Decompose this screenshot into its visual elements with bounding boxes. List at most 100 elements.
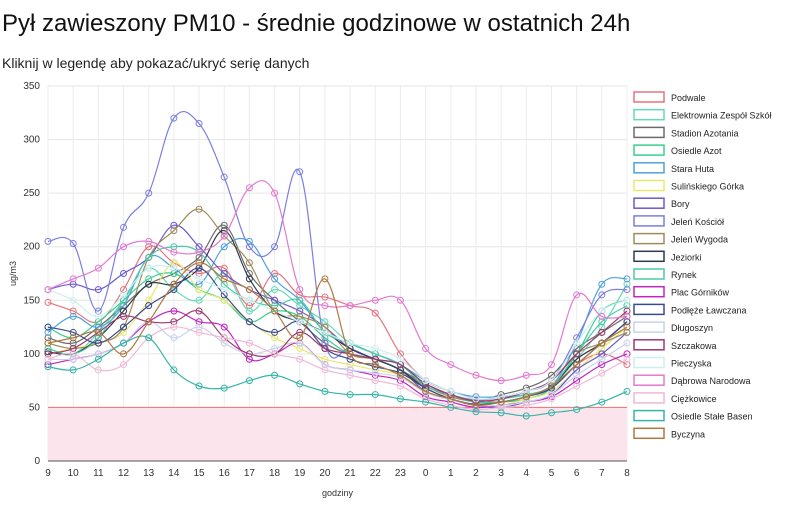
legend-item[interactable]: Jeleń Wygoda	[633, 232, 728, 245]
legend-label[interactable]: Stara Huta	[671, 164, 714, 174]
data-point	[623, 302, 631, 310]
data-point	[44, 323, 52, 331]
data-point	[170, 334, 178, 342]
x-tick-label: 21	[345, 468, 357, 479]
legend-swatch[interactable]	[633, 392, 665, 404]
legend-swatch[interactable]	[633, 339, 665, 351]
legend-item[interactable]: Stadion Azotania	[633, 126, 739, 139]
legend-item[interactable]: Rynek	[633, 268, 697, 280]
data-point	[547, 382, 555, 390]
legend-swatch[interactable]	[633, 215, 665, 227]
legend-item[interactable]: Dąbrowa Narodowa	[633, 374, 751, 386]
legend-swatch[interactable]	[633, 374, 665, 386]
legend-swatch[interactable]	[633, 162, 665, 174]
legend-label[interactable]: Stadion Azotania	[671, 128, 739, 138]
data-point	[94, 286, 102, 294]
data-point	[472, 397, 480, 405]
legend-item[interactable]: Sulińskiego Górka	[633, 179, 744, 192]
data-point	[598, 328, 606, 336]
legend-swatch[interactable]	[633, 144, 665, 156]
legend-label[interactable]: Jeziorki	[671, 252, 702, 262]
data-point	[573, 350, 581, 358]
data-point	[371, 355, 379, 363]
data-point	[195, 248, 203, 256]
legend-label[interactable]: Pieczyska	[671, 359, 712, 369]
legend-swatch[interactable]	[633, 250, 665, 263]
data-point	[321, 302, 329, 310]
data-point	[44, 355, 52, 363]
data-point	[472, 406, 480, 414]
legend-item[interactable]: Bory	[633, 197, 690, 209]
data-point	[44, 345, 52, 352]
legend-item[interactable]: Pieczyska	[633, 356, 712, 369]
data-point	[271, 334, 279, 342]
legend-label[interactable]: Elektrownia Zespół Szkół	[671, 111, 772, 121]
legend-label[interactable]: Dąbrowa Narodowa	[671, 376, 751, 386]
legend-label[interactable]: Byczyna	[671, 429, 705, 439]
legend-item[interactable]: Podłęże Ławczana	[633, 303, 747, 316]
legend-label[interactable]: Jeleń Kościół	[671, 217, 724, 227]
data-point	[145, 296, 153, 304]
legend-swatch[interactable]	[633, 285, 665, 298]
data-point	[271, 328, 279, 336]
legend-item[interactable]: Byczyna	[633, 427, 705, 440]
legend-item[interactable]: Osiedle Azot	[633, 144, 722, 156]
legend-item[interactable]: Elektrownia Zespół Szkół	[633, 108, 772, 121]
legend-label[interactable]: Osiedle Stałe Basen	[671, 412, 753, 422]
legend-swatch[interactable]	[633, 356, 665, 369]
data-point	[94, 339, 102, 347]
legend-label[interactable]: Podwale	[671, 93, 706, 103]
data-point	[220, 232, 228, 240]
legend-label[interactable]: Podłęże Ławczana	[671, 305, 747, 315]
legend-swatch[interactable]	[633, 108, 665, 121]
legend-item[interactable]: Długoszyn	[633, 321, 713, 333]
legend-label[interactable]: Szczakowa	[671, 341, 717, 351]
legend-item[interactable]: Jeziorki	[633, 250, 702, 263]
legend-swatch[interactable]	[633, 303, 665, 316]
legend-swatch[interactable]	[633, 91, 665, 103]
data-point	[598, 361, 606, 369]
series-line	[47, 245, 628, 403]
legend-item[interactable]: Jeleń Kościół	[633, 215, 724, 227]
data-point	[396, 361, 404, 369]
legend-swatch[interactable]	[633, 427, 665, 440]
data-point	[522, 393, 530, 401]
legend-swatch[interactable]	[633, 232, 665, 245]
data-point	[145, 243, 153, 251]
legend-item[interactable]: Szczakowa	[633, 339, 717, 351]
data-point	[573, 355, 581, 363]
legend-item[interactable]: Osiedle Stałe Basen	[633, 409, 753, 422]
legend-swatch[interactable]	[633, 126, 665, 139]
legend-label[interactable]: Bory	[671, 199, 690, 209]
data-point	[69, 312, 77, 320]
data-point	[170, 280, 178, 288]
y-tick-label: 350	[23, 81, 40, 92]
legend-item[interactable]: Podwale	[633, 91, 706, 103]
data-point	[245, 243, 253, 251]
legend-label[interactable]: Sulińskiego Górka	[671, 182, 744, 192]
data-point	[170, 323, 178, 331]
legend-label[interactable]: Plac Górników	[671, 288, 730, 298]
legend-label[interactable]: Długoszyn	[671, 323, 713, 333]
legend-label[interactable]: Rynek	[671, 270, 697, 280]
data-point	[69, 307, 77, 315]
data-point	[170, 270, 178, 277]
legend-swatch[interactable]	[633, 268, 665, 280]
legend-label[interactable]: Osiedle Azot	[671, 146, 722, 156]
legend-swatch[interactable]	[633, 409, 665, 422]
legend-swatch[interactable]	[633, 321, 665, 333]
data-point	[170, 259, 178, 267]
legend-label[interactable]: Jeleń Wygoda	[671, 235, 728, 245]
series-line	[47, 262, 628, 406]
legend-item[interactable]: Ciężkowice	[633, 392, 717, 404]
legend-swatch[interactable]	[633, 179, 665, 192]
legend-swatch[interactable]	[633, 197, 665, 209]
data-point	[296, 355, 304, 363]
legend-item[interactable]: Plac Górników	[633, 285, 730, 298]
data-point	[573, 334, 581, 342]
legend-label[interactable]: Ciężkowice	[671, 394, 717, 404]
series-line	[47, 245, 628, 402]
data-point	[396, 395, 404, 403]
data-point	[296, 345, 304, 352]
legend-item[interactable]: Stara Huta	[633, 162, 714, 174]
